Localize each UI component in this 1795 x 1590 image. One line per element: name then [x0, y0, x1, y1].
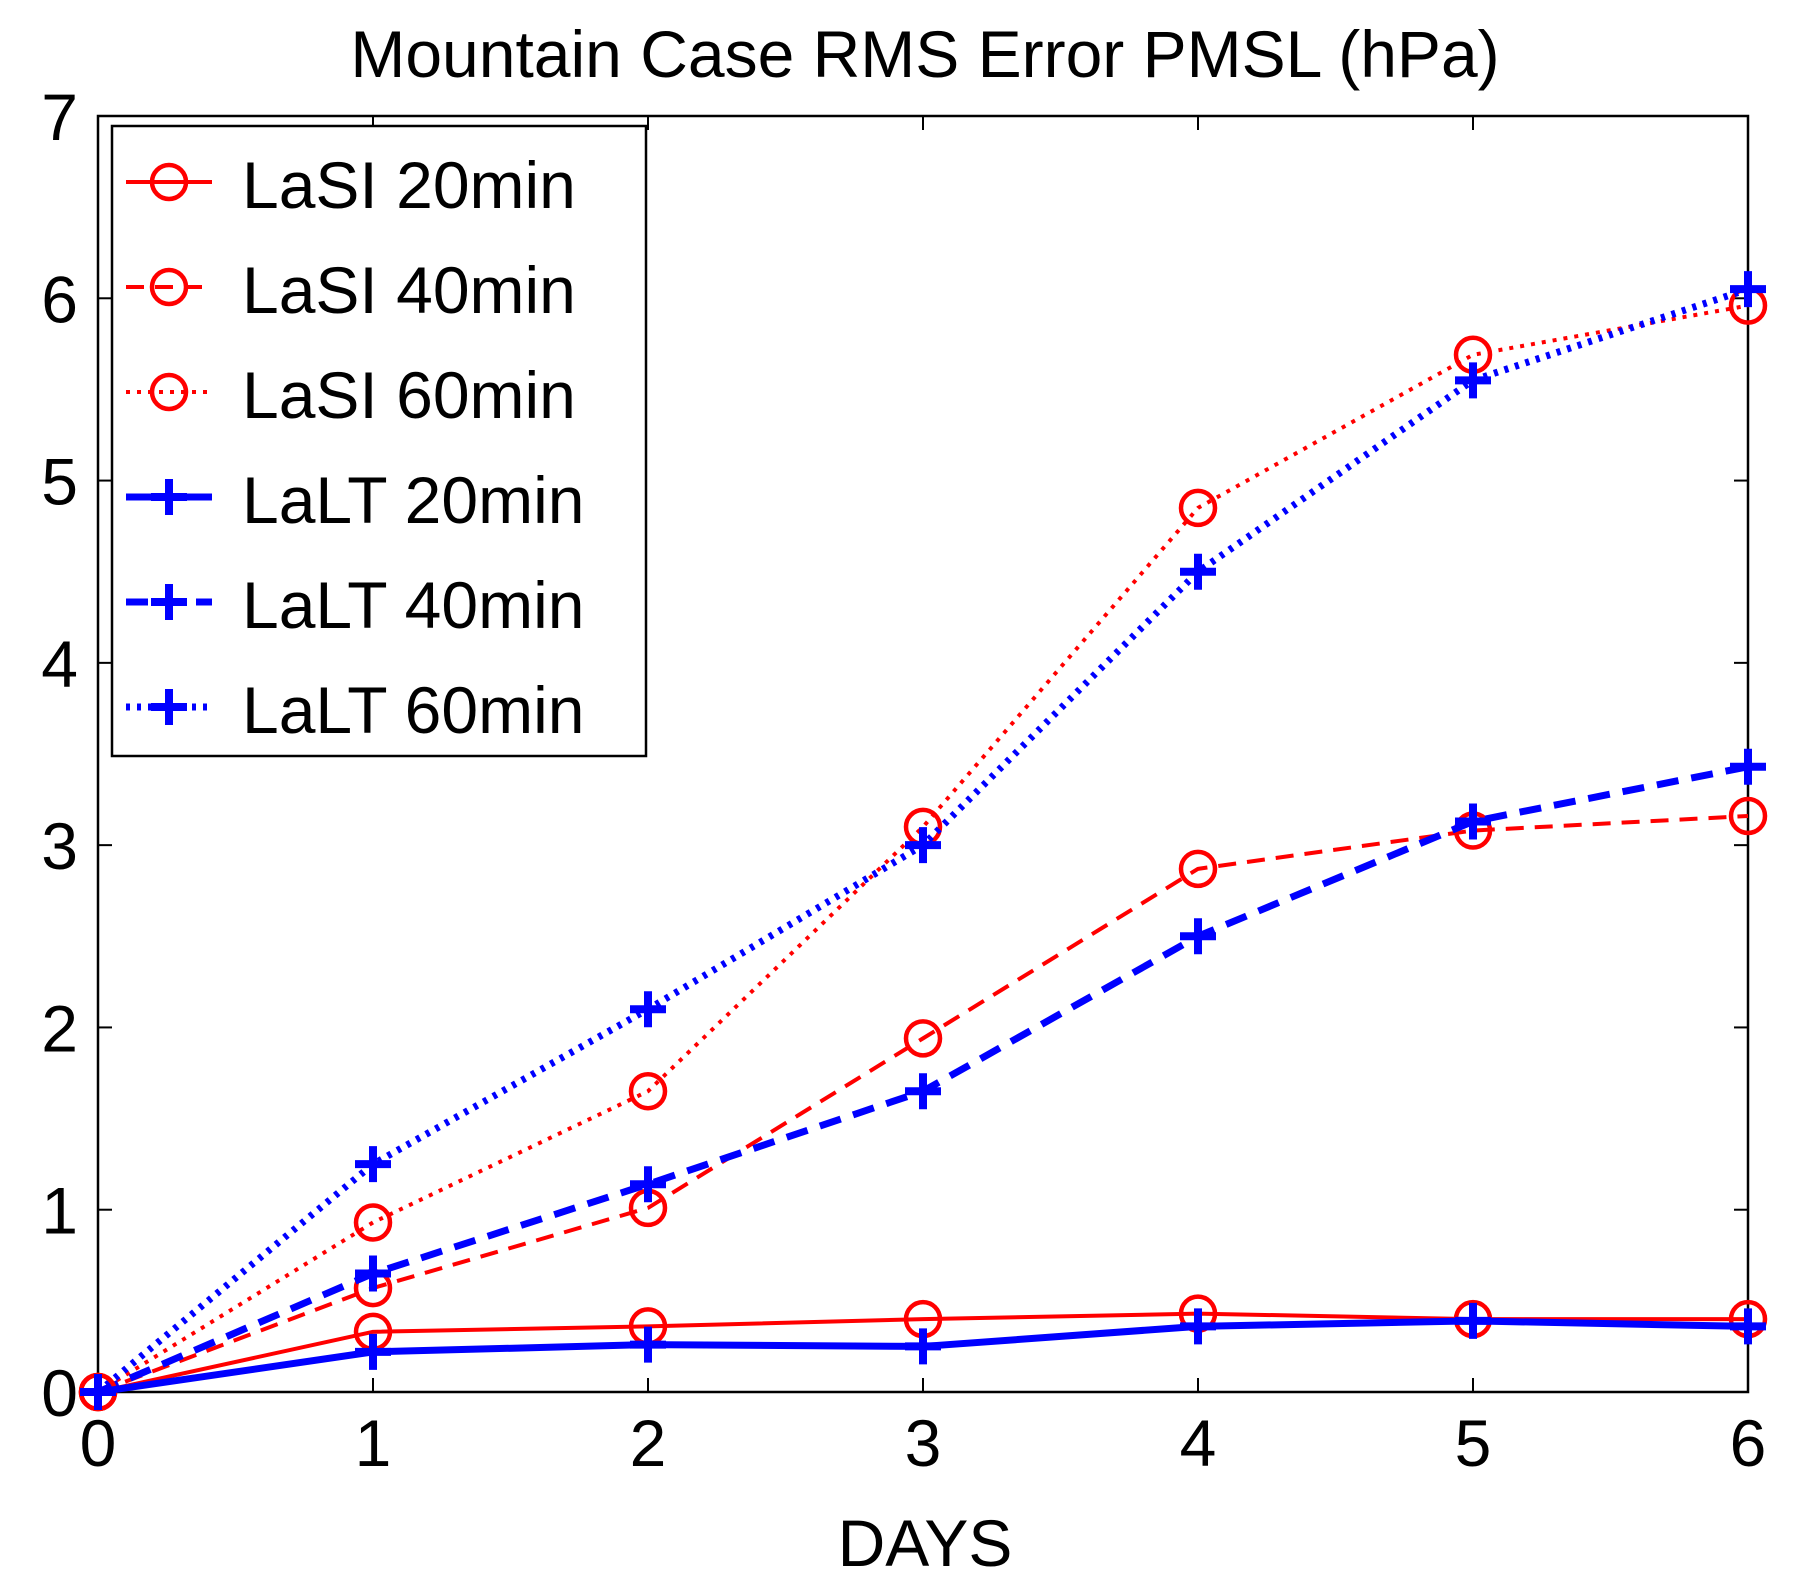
legend-swatch-marker — [149, 162, 189, 202]
y-tick-label: 3 — [41, 809, 78, 883]
legend-box — [110, 124, 648, 758]
data-point — [1455, 362, 1491, 399]
data-point — [1178, 849, 1218, 889]
legend-item: LaLT 20min — [126, 463, 584, 537]
legend-item: LaSI 60min — [126, 358, 576, 432]
data-point — [1178, 488, 1218, 528]
data-point — [353, 1203, 393, 1242]
legend-label: LaLT 20min — [242, 463, 584, 537]
data-point — [1728, 796, 1768, 836]
legend-item: LaLT 40min — [126, 568, 584, 642]
plot-series — [78, 271, 1768, 1412]
legend-item: LaSI 40min — [126, 253, 576, 327]
x-tick-label: 0 — [80, 1406, 117, 1480]
chart-title: Mountain Case RMS Error PMSL (hPa) — [350, 17, 1499, 91]
data-point — [630, 1326, 666, 1363]
legend-swatch-marker — [149, 267, 189, 307]
x-tick-label: 4 — [1180, 1406, 1217, 1480]
y-tick-label: 6 — [41, 262, 78, 336]
legend-swatch-marker — [151, 689, 187, 725]
legend-label: LaSI 40min — [242, 253, 576, 327]
data-point — [628, 1071, 668, 1111]
data-point — [905, 827, 941, 864]
data-point — [1180, 918, 1216, 955]
legend: LaSI 20min LaSI 40min LaSI 60min LaLT 20min… — [110, 124, 648, 758]
data-point — [630, 991, 666, 1028]
data-point — [903, 1019, 943, 1058]
legend-swatch-marker — [149, 372, 189, 412]
legend-swatch-marker — [151, 584, 187, 620]
data-point — [355, 1333, 391, 1370]
data-point — [1730, 271, 1766, 308]
axes: 0 1 2 3 4 5 6 0 1 2 3 4 5 6 7 — [41, 80, 1766, 1480]
x-tick-label: 6 — [1730, 1406, 1767, 1480]
series-lalt-20min — [80, 1302, 1766, 1410]
y-tick-label: 4 — [41, 627, 78, 701]
legend-swatch-marker — [151, 479, 187, 515]
y-tick-label: 7 — [41, 80, 78, 154]
data-point — [355, 1146, 391, 1183]
legend-label: LaSI 60min — [242, 358, 576, 432]
data-point — [1180, 553, 1216, 590]
data-point — [355, 1255, 391, 1292]
x-tick-label: 1 — [355, 1406, 392, 1480]
data-point — [630, 1166, 666, 1203]
x-tick-label: 2 — [630, 1406, 667, 1480]
data-point — [905, 1073, 941, 1110]
legend-label: LaSI 20min — [242, 148, 576, 222]
data-point — [1730, 748, 1766, 785]
y-tick-label: 0 — [41, 1356, 78, 1430]
data-point — [1455, 803, 1491, 840]
y-tick-label: 2 — [41, 991, 78, 1065]
x-tick-label: 5 — [1455, 1406, 1492, 1480]
data-point — [1730, 1308, 1766, 1345]
data-point — [80, 1374, 116, 1410]
legend-label: LaLT 40min — [242, 568, 584, 642]
legend-item: LaLT 60min — [126, 673, 584, 747]
data-point — [905, 1328, 941, 1365]
x-axis-label: DAYS — [838, 1506, 1013, 1580]
y-tick-label: 5 — [41, 445, 78, 519]
y-tick-label: 1 — [41, 1174, 78, 1248]
data-point — [1455, 1302, 1491, 1339]
legend-item: LaSI 20min — [126, 148, 576, 222]
legend-label: LaLT 60min — [242, 673, 584, 747]
x-tick-label: 3 — [905, 1406, 942, 1480]
data-point — [1180, 1308, 1216, 1345]
